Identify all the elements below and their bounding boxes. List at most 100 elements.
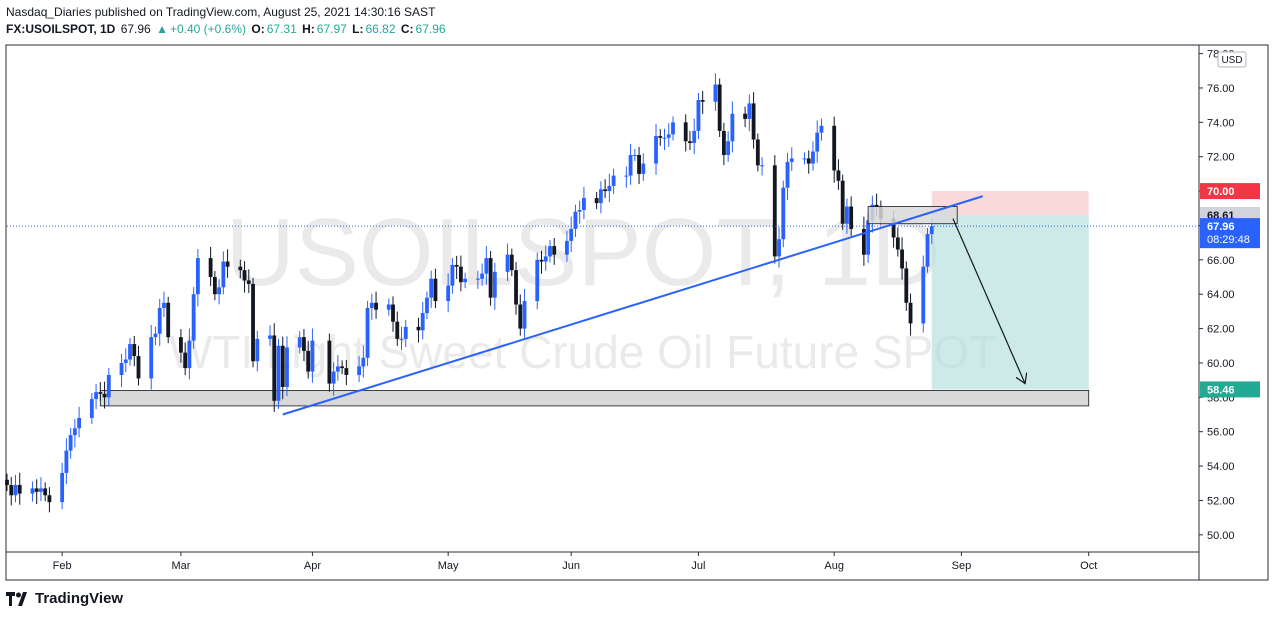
- candle-body: [128, 344, 132, 360]
- candle-body: [789, 158, 794, 162]
- candle-body: [106, 374, 111, 398]
- watermark-description: WTI Light Sweet Crude Oil Future SPOT: [169, 326, 997, 378]
- candle-body: [454, 264, 459, 267]
- candle: [624, 166, 629, 188]
- candle-body: [637, 154, 641, 174]
- candle: [425, 291, 429, 320]
- candle: [802, 152, 807, 165]
- candle-body: [446, 285, 451, 302]
- candle: [908, 293, 913, 336]
- candle-body: [802, 158, 807, 160]
- candle-body: [433, 278, 438, 302]
- candle-body: [94, 392, 98, 400]
- candle-body: [747, 103, 752, 119]
- candle: [603, 179, 608, 199]
- candle-body: [518, 304, 523, 329]
- candle: [391, 296, 395, 332]
- candle: [217, 279, 222, 305]
- candle-body: [925, 234, 930, 267]
- candle: [272, 323, 277, 412]
- candle: [39, 477, 43, 501]
- candle-body: [683, 122, 688, 142]
- candle: [845, 198, 849, 234]
- candle: [361, 345, 366, 378]
- candle: [535, 252, 540, 310]
- candle: [446, 273, 451, 313]
- candle: [641, 153, 646, 181]
- candle: [162, 291, 166, 318]
- candle-body: [246, 280, 251, 284]
- candle-body: [514, 270, 518, 305]
- candle: [106, 367, 111, 406]
- candle-body: [268, 335, 272, 339]
- y-tick-label: 62.00: [1207, 324, 1235, 336]
- candle: [30, 481, 35, 502]
- candle-body: [195, 258, 200, 295]
- candle-body: [688, 141, 692, 143]
- candle-body: [187, 340, 192, 369]
- candle: [772, 155, 777, 264]
- candle: [611, 168, 616, 195]
- candle-body: [361, 357, 366, 367]
- candle: [416, 317, 421, 343]
- last-price: 67.96: [120, 22, 151, 36]
- legend-line: FX:USOILSPOT, 1D 67.96 ▲ +0.40 (+0.6%) O:…: [6, 22, 448, 36]
- candle: [128, 338, 132, 366]
- candle: [751, 92, 756, 149]
- candle: [395, 311, 400, 346]
- candle: [777, 227, 781, 268]
- candle-body: [509, 254, 514, 271]
- candle: [98, 382, 103, 401]
- candle: [509, 248, 514, 277]
- candle: [904, 261, 909, 311]
- candle: [692, 118, 697, 155]
- candle: [565, 230, 569, 262]
- candle-body: [102, 393, 107, 398]
- candle: [518, 294, 523, 336]
- candle: [755, 133, 760, 172]
- candle: [34, 479, 39, 505]
- candle-body: [272, 335, 277, 401]
- brand-name: TradingView: [35, 590, 124, 607]
- candle: [285, 336, 289, 397]
- candle: [68, 428, 73, 459]
- candle-body: [280, 345, 285, 388]
- candle-body: [225, 261, 230, 267]
- candle-body: [395, 321, 400, 339]
- candle-body: [251, 283, 255, 362]
- candle-body: [374, 302, 378, 310]
- candle-body: [713, 84, 718, 102]
- tradingview-logo-icon: [6, 591, 27, 606]
- x-tick-label: Sep: [952, 560, 972, 572]
- candle: [9, 476, 14, 506]
- symbol-label[interactable]: FX:USOILSPOT, 1D: [6, 22, 116, 36]
- candle-body: [68, 435, 73, 451]
- y-tick-label: 64.00: [1207, 289, 1235, 301]
- candle: [683, 114, 688, 152]
- candle: [310, 328, 315, 383]
- candle: [832, 116, 837, 183]
- candle: [662, 128, 667, 151]
- candle: [539, 250, 544, 274]
- open-value: 67.31: [266, 22, 297, 36]
- candle: [475, 270, 480, 289]
- candle-body: [594, 197, 599, 204]
- candle-body: [5, 479, 9, 485]
- candle: [484, 245, 489, 285]
- candle-body: [628, 154, 633, 176]
- y-tick-label: 60.00: [1207, 358, 1235, 370]
- x-tick-label: Oct: [1080, 560, 1097, 572]
- candle-body: [34, 488, 39, 492]
- candle-body: [671, 122, 675, 135]
- candle: [183, 342, 188, 376]
- x-tick-label: Aug: [824, 560, 844, 572]
- candle-body: [302, 337, 306, 351]
- candle: [743, 106, 748, 127]
- candle: [654, 123, 658, 175]
- candle-body: [429, 278, 434, 298]
- candle-body: [136, 356, 141, 379]
- candle-body: [157, 307, 162, 334]
- stop-loss-zone: [931, 191, 1089, 215]
- candle-body: [403, 326, 408, 339]
